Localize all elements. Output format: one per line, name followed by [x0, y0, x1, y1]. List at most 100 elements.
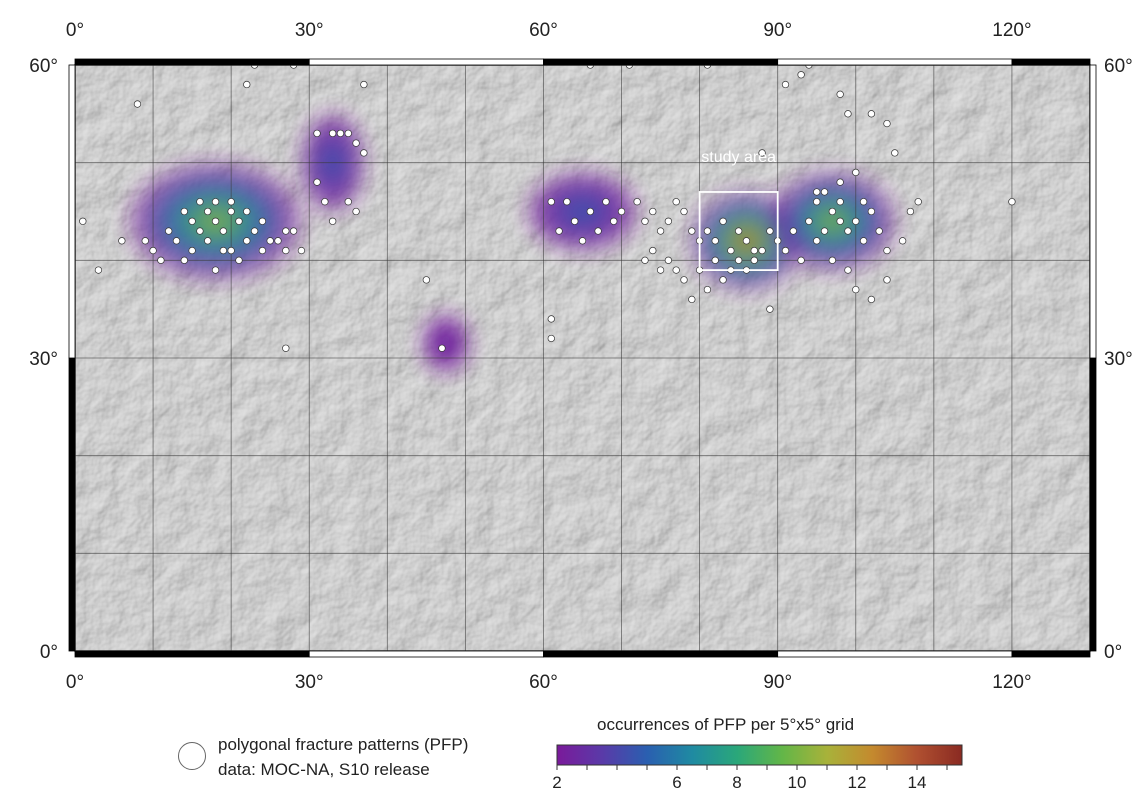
pfp-point [235, 256, 243, 264]
map-frame [68, 58, 1097, 658]
frame-bar-vertical [68, 357, 76, 652]
pfp-point [836, 198, 844, 206]
frame-bar-horizontal [74, 650, 310, 658]
pfp-point [360, 80, 368, 89]
pfp-point [813, 188, 821, 196]
pfp-point [118, 237, 126, 245]
colorbar-ticks: 2 6 8 10 12 14 [552, 765, 948, 792]
y-tick-label-left: 0° [40, 642, 58, 663]
x-tick-label-bottom: 0° [66, 672, 84, 693]
y-tick-label-left: 30° [29, 349, 58, 370]
pfp-point [649, 207, 657, 216]
pfp-point [742, 237, 751, 245]
pfp-point [828, 256, 836, 264]
pfp-point [641, 256, 649, 264]
pfp-point [867, 110, 876, 118]
frame-bar-vertical [1089, 64, 1097, 359]
pfp-point [563, 198, 571, 206]
pfp-point [211, 217, 220, 225]
pfp-point [914, 198, 922, 206]
pfp-point [204, 237, 212, 245]
pfp-point [711, 237, 719, 245]
pfp-point [352, 139, 360, 147]
pfp-point [282, 344, 290, 352]
pfp-point [282, 246, 290, 255]
pfp-point [243, 80, 251, 89]
pfp-point [789, 227, 797, 235]
pfp-point [891, 149, 899, 157]
pfp-point [680, 276, 688, 284]
pfp-point [813, 198, 821, 206]
pfp-point [836, 90, 844, 98]
pfp-point [149, 246, 157, 255]
x-tick-label-top: 30° [295, 20, 324, 41]
pfp-point [672, 266, 680, 274]
pfp-point [586, 207, 594, 216]
colorbar-tick-label: 10 [788, 773, 807, 792]
pfp-point [547, 315, 555, 323]
frame-bar-horizontal [543, 650, 779, 658]
pfp-point [547, 198, 555, 206]
x-tick-label-top: 60° [529, 20, 558, 41]
pfp-point [578, 237, 587, 245]
pfp-point [664, 217, 673, 225]
pfp-point [883, 246, 891, 255]
pfp-point [766, 227, 774, 235]
x-tick-label-top: 90° [763, 20, 792, 41]
pfp-point [781, 246, 790, 255]
study-area-label: study area [701, 149, 776, 166]
pfp-point [180, 256, 188, 264]
pfp-point [211, 198, 220, 206]
pfp-point [703, 227, 712, 235]
pfp-point [711, 256, 719, 264]
pfp-point [844, 266, 852, 274]
frame-bar-horizontal [308, 58, 544, 66]
pfp-point [1008, 198, 1016, 206]
pfp-point [188, 246, 196, 255]
pfp-point [336, 129, 345, 138]
colorbar-tick-label: 2 [552, 773, 561, 792]
x-tick-label-bottom: 90° [763, 672, 792, 693]
y-tick-label-right: 60° [1104, 56, 1133, 77]
pfp-point [352, 207, 360, 216]
pfp-point [844, 227, 852, 235]
y-tick-label-right: 0° [1104, 642, 1122, 663]
frame-bar-horizontal [777, 58, 1013, 66]
pfp-point [219, 227, 227, 235]
pfp-point [79, 217, 87, 225]
pfp-point [719, 217, 727, 225]
pfp-point [898, 237, 907, 245]
study-area-box[interactable] [698, 191, 779, 271]
pfp-point [313, 178, 321, 186]
pfp-point [227, 198, 235, 206]
pfp-point [204, 207, 212, 216]
pfp-point [781, 80, 790, 89]
map-panel: study area 0° 0° 30° 30° 60° 60° 90° 90° 120° 120… [29, 20, 1132, 693]
pfp-point [610, 217, 618, 225]
x-tick-label-top: 120° [992, 20, 1031, 41]
pfp-point [672, 198, 680, 206]
density-cluster-3-level-5 [573, 204, 592, 219]
study-area[interactable]: study area [698, 149, 779, 271]
pfp-point [852, 285, 860, 294]
colorbar-tick-label: 6 [672, 773, 681, 792]
pfp-point [875, 227, 883, 235]
pfp-point [547, 334, 555, 343]
pfp-point [165, 227, 173, 235]
pfp-point [360, 149, 368, 157]
pfp-point [828, 207, 836, 216]
pfp-point [617, 207, 626, 216]
colorbar-tick-label: 14 [908, 773, 927, 792]
y-tick-label-right: 30° [1104, 349, 1133, 370]
pfp-point [422, 276, 430, 284]
colorbar-gradient [556, 744, 963, 766]
pfp-point [820, 188, 829, 196]
pfp-point [727, 246, 735, 255]
frame-bar-horizontal [543, 58, 779, 66]
x-tick-label-top: 0° [66, 20, 84, 41]
pfp-point [688, 227, 696, 235]
pfp-point [141, 237, 149, 245]
pfp-point [438, 344, 446, 352]
pfp-point [172, 237, 181, 245]
